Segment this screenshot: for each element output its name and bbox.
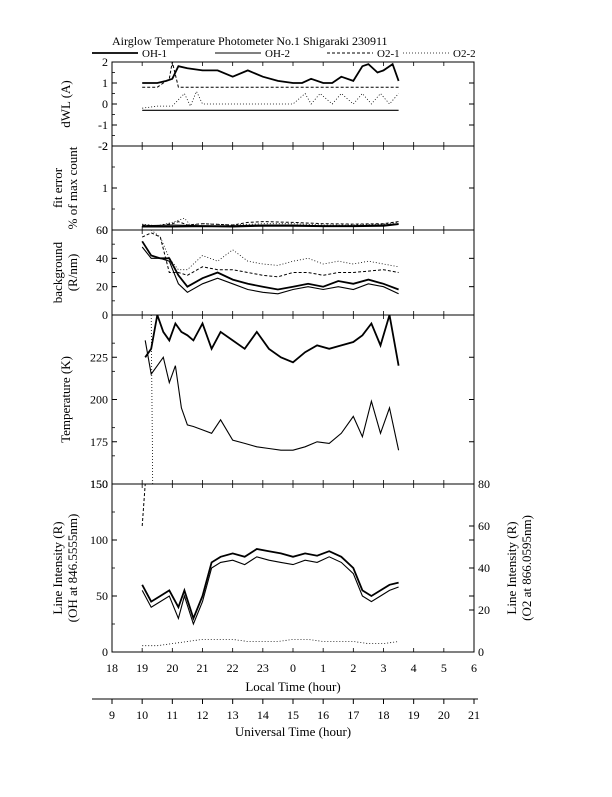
chart-title: Airglow Temperature Photometer No.1 Shig… bbox=[112, 34, 388, 48]
x-tick-label-local: 20 bbox=[166, 661, 178, 675]
y-axis-title: dWL (A) bbox=[58, 80, 73, 128]
y-axis-subtitle: (R/nm) bbox=[65, 254, 80, 292]
y-tick-label: -2 bbox=[98, 139, 108, 153]
y-tick-label: 100 bbox=[90, 533, 108, 547]
legend-label-o2-2: O2-2 bbox=[453, 48, 476, 60]
y-tick-label: 150 bbox=[90, 477, 108, 491]
series-line-o2-2 bbox=[150, 315, 185, 484]
x-tick-label-universal: 19 bbox=[408, 708, 420, 722]
y-tick-label: 0 bbox=[102, 97, 108, 111]
x-tick-label-universal: 12 bbox=[197, 708, 209, 722]
series-line-oh-2 bbox=[141, 246, 399, 295]
x-tick-label-local: 2 bbox=[350, 661, 356, 675]
y-tick-label: 0 bbox=[102, 645, 108, 659]
series-line-oh-1 bbox=[141, 240, 399, 291]
series-line-o2-1 bbox=[141, 232, 399, 278]
x-axis-title-universal: Universal Time (hour) bbox=[235, 724, 351, 739]
y-axis-title: fit error bbox=[50, 167, 65, 208]
series-line-oh-1 bbox=[142, 223, 399, 228]
y-tick-label-right: 20 bbox=[478, 603, 490, 617]
panel-frame bbox=[111, 483, 475, 653]
legend-label-o2-1: O2-1 bbox=[377, 48, 400, 60]
y-tick-label-right: 0 bbox=[478, 645, 484, 659]
x-tick-label-local: 6 bbox=[471, 661, 477, 675]
series-line-o2-2 bbox=[142, 230, 399, 271]
panel-frame bbox=[111, 61, 475, 147]
y-axis-title: background bbox=[50, 241, 65, 303]
y-tick-label: 20 bbox=[96, 280, 108, 294]
legend-label-oh-1: OH-1 bbox=[142, 48, 167, 60]
x-tick-label-local: 22 bbox=[227, 661, 239, 675]
y-tick-label: 0 bbox=[102, 308, 108, 322]
y-tick-label-right: 80 bbox=[478, 477, 490, 491]
series-line-o2-1 bbox=[142, 62, 399, 88]
y-axis-subtitle-right: (O2 at 866.0595nm) bbox=[519, 515, 534, 621]
x-tick-label-local: 5 bbox=[441, 661, 447, 675]
panel-dwl: -2 -1 0 1 2 dWL (A) bbox=[58, 55, 475, 153]
series-line-o2-1 bbox=[141, 484, 146, 527]
x-tick-label-universal: 10 bbox=[136, 708, 148, 722]
series-line-oh-1 bbox=[144, 315, 400, 366]
x-axis-title-local: Local Time (hour) bbox=[245, 679, 340, 694]
series-line-oh-2 bbox=[144, 340, 400, 451]
x-tick-label-universal: 14 bbox=[257, 708, 269, 722]
y-tick-label: 50 bbox=[96, 589, 108, 603]
y-tick-label: 1 bbox=[102, 181, 108, 195]
series-line-o2-1 bbox=[142, 221, 399, 227]
series-line-o2-2 bbox=[142, 90, 399, 109]
panel-frame bbox=[111, 229, 475, 316]
legend-label-oh-2: OH-2 bbox=[265, 48, 290, 60]
x-tick-label-local: 3 bbox=[381, 661, 387, 675]
y-tick-label-right: 40 bbox=[478, 561, 490, 575]
panel-frame bbox=[111, 145, 475, 231]
y-axis-title: Line Intensity (R) bbox=[50, 521, 65, 614]
y-tick-label: 0 bbox=[102, 223, 108, 237]
x-tick-label-universal: 21 bbox=[468, 708, 480, 722]
y-tick-label: 1 bbox=[102, 76, 108, 90]
series-line-oh-2 bbox=[141, 556, 399, 626]
y-axis-title-right: Line Intensity (R) bbox=[504, 521, 519, 614]
x-tick-label-universal: 17 bbox=[347, 708, 359, 722]
x-tick-label-universal: 15 bbox=[287, 708, 299, 722]
y-axis-subtitle: (OH at 846.5555nm) bbox=[65, 514, 80, 623]
y-tick-label: -1 bbox=[98, 118, 108, 132]
x-tick-label-local: 23 bbox=[257, 661, 269, 675]
y-tick-label: 150 bbox=[90, 477, 108, 491]
x-tick-label-universal: 13 bbox=[227, 708, 239, 722]
x-tick-label-local: 19 bbox=[136, 661, 148, 675]
panel-temperature: 150 175 200 225 Temperature (K) bbox=[58, 314, 475, 491]
y-tick-label: 60 bbox=[96, 223, 108, 237]
y-tick-label-right: 60 bbox=[478, 519, 490, 533]
x-tick-label-local: 18 bbox=[106, 661, 118, 675]
x-tick-label-local: 0 bbox=[290, 661, 296, 675]
x-tick-label-local: 1 bbox=[320, 661, 326, 675]
y-tick-label: 40 bbox=[96, 251, 108, 265]
panel-fit-error: 0 1 2 fit error% of max count bbox=[50, 139, 475, 237]
series-line-oh-1 bbox=[141, 548, 399, 622]
x-tick-label-universal: 16 bbox=[317, 708, 329, 722]
y-tick-label: 200 bbox=[90, 393, 108, 407]
y-axis-title: Temperature (K) bbox=[58, 356, 73, 443]
x-tick-label-universal: 20 bbox=[438, 708, 450, 722]
y-tick-label: 225 bbox=[90, 350, 108, 364]
y-axis-subtitle: % of max count bbox=[65, 146, 80, 229]
y-tick-label: 2 bbox=[102, 139, 108, 153]
x-tick-label-local: 21 bbox=[197, 661, 209, 675]
panel-frame bbox=[111, 314, 475, 485]
y-tick-label: 2 bbox=[102, 55, 108, 69]
x-tick-label-universal: 11 bbox=[167, 708, 179, 722]
x-tick-label-universal: 18 bbox=[378, 708, 390, 722]
x-tick-label-local: 4 bbox=[411, 661, 417, 675]
series-line-o2-2 bbox=[142, 217, 399, 227]
panel-background: 0 20 40 60 background (R/nm) bbox=[50, 223, 475, 322]
series-line-oh-1 bbox=[142, 62, 400, 84]
series-line-o2-2 bbox=[142, 639, 399, 647]
y-tick-label: 175 bbox=[90, 435, 108, 449]
x-tick-label-universal: 9 bbox=[109, 708, 115, 722]
